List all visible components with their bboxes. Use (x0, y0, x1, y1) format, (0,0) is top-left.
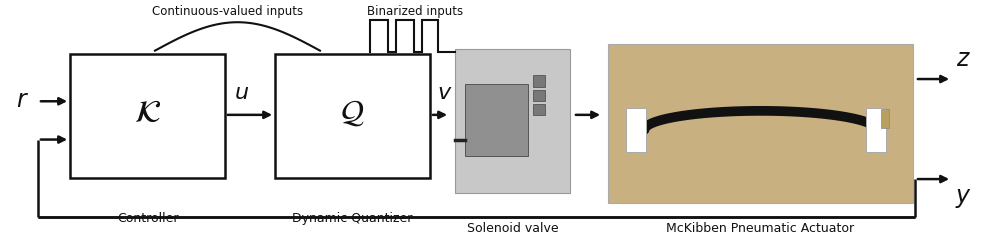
Bar (70, 54, 225, 178)
Bar (608, 44, 913, 203)
Text: McKibben Pneumatic Actuator: McKibben Pneumatic Actuator (666, 222, 855, 235)
Text: $\mathit{u}$: $\mathit{u}$ (234, 82, 250, 104)
Text: $\mathit{r}$: $\mathit{r}$ (16, 88, 28, 112)
Bar (275, 54, 430, 178)
Text: Dynamic Quantizer: Dynamic Quantizer (292, 212, 413, 225)
Bar (533, 75, 545, 87)
Text: $\mathit{v}$: $\mathit{v}$ (437, 82, 453, 104)
Bar (626, 108, 646, 152)
Text: $\mathit{y}$: $\mathit{y}$ (955, 185, 971, 210)
Bar (465, 84, 528, 156)
Bar (881, 109, 889, 128)
Text: $\mathcal{K}$: $\mathcal{K}$ (134, 98, 161, 129)
Text: Continuous-valued inputs: Continuous-valued inputs (152, 5, 304, 18)
Bar (533, 104, 545, 115)
Bar (455, 49, 570, 193)
Text: $\mathit{z}$: $\mathit{z}$ (956, 47, 970, 71)
Bar (533, 89, 545, 101)
Text: Binarized inputs: Binarized inputs (367, 5, 463, 18)
Text: Controller: Controller (117, 212, 178, 225)
Bar (866, 108, 886, 152)
Text: $\mathcal{Q}$: $\mathcal{Q}$ (340, 98, 365, 129)
Text: Solenoid valve: Solenoid valve (467, 222, 558, 235)
